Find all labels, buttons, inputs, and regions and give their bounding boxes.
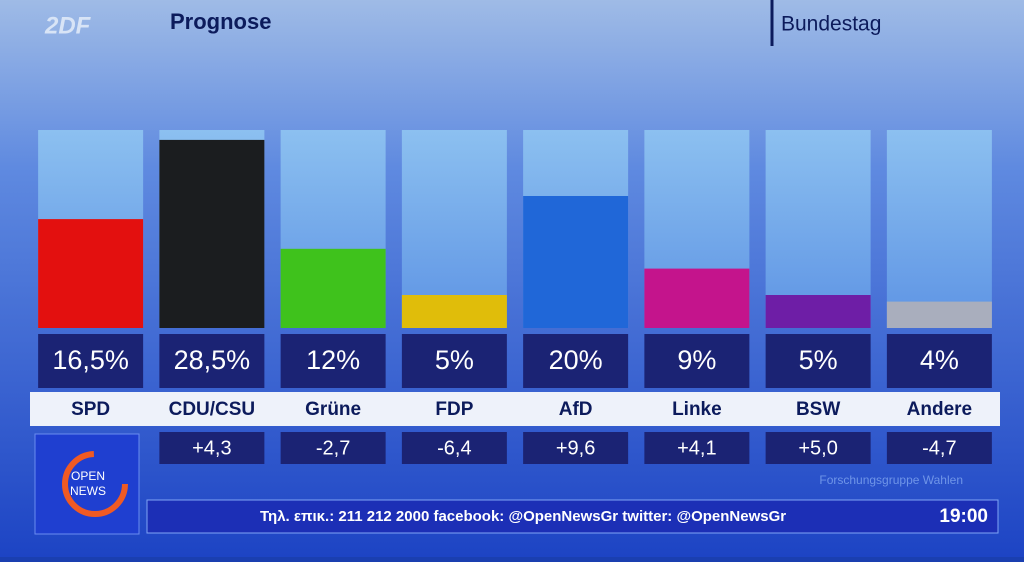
- news-logo-ring: [62, 451, 128, 517]
- change-box: [280, 432, 386, 464]
- change-label: -4,7: [922, 437, 956, 459]
- chart-title: Prognose: [170, 9, 271, 34]
- source: Forschungsgruppe Wahlen: [819, 473, 963, 487]
- ticker: Τηλ. επικ.: 211 212 2000 facebook: @Open…: [260, 508, 786, 525]
- category-label: BSW: [796, 399, 840, 420]
- news-logo-text: OPEN: [71, 469, 105, 483]
- value-box: [765, 334, 871, 388]
- bar: [644, 268, 750, 328]
- value-label: 5%: [435, 345, 474, 375]
- bar-slot: [886, 130, 992, 328]
- change-box: [644, 432, 750, 464]
- change-label: +4,3: [192, 437, 231, 459]
- chart-subtitle: Bundestag: [781, 13, 881, 36]
- category-label: Grüne: [305, 399, 361, 420]
- change-label: +9,6: [556, 437, 595, 459]
- ticker-bar: [146, 499, 999, 534]
- value-box: [38, 334, 144, 388]
- change-box: [159, 432, 265, 464]
- news-logo-box: [34, 433, 140, 535]
- bar: [523, 196, 629, 328]
- change-box: [886, 432, 992, 464]
- change-box: [401, 432, 507, 464]
- category-label: Andere: [907, 399, 972, 420]
- change-box: [765, 432, 871, 464]
- bar: [401, 295, 507, 328]
- category-label: SPD: [71, 399, 110, 420]
- change-label: +5,0: [798, 437, 837, 459]
- change-label: -2,7: [316, 437, 350, 459]
- change-label: -6,4: [437, 437, 471, 459]
- name-strip: [30, 392, 1000, 426]
- category-label: FDP: [435, 399, 473, 420]
- category-label: AfD: [559, 399, 593, 420]
- value-box: [886, 334, 992, 388]
- value-label: 5%: [799, 345, 838, 375]
- bar: [765, 295, 871, 328]
- news-logo-text: NEWS: [70, 484, 106, 498]
- category-label: Linke: [672, 399, 722, 420]
- value-box: [644, 334, 750, 388]
- value-label: 16,5%: [52, 345, 129, 375]
- bar: [886, 301, 992, 328]
- value-box: [401, 334, 507, 388]
- value-label: 20%: [549, 345, 603, 375]
- value-label: 4%: [920, 345, 959, 375]
- category-label: CDU/CSU: [169, 399, 256, 420]
- channel-logo: 2DF: [44, 12, 92, 39]
- value-label: 28,5%: [174, 345, 251, 375]
- change-box: [523, 432, 629, 464]
- bar: [38, 219, 144, 328]
- time: 19:00: [939, 506, 988, 527]
- value-box: [159, 334, 265, 388]
- value-box: [523, 334, 629, 388]
- value-box: [280, 334, 386, 388]
- change-label: +4,1: [677, 437, 716, 459]
- bar: [280, 248, 386, 328]
- value-label: 9%: [677, 345, 716, 375]
- value-label: 12%: [306, 345, 360, 375]
- bar: [159, 139, 265, 328]
